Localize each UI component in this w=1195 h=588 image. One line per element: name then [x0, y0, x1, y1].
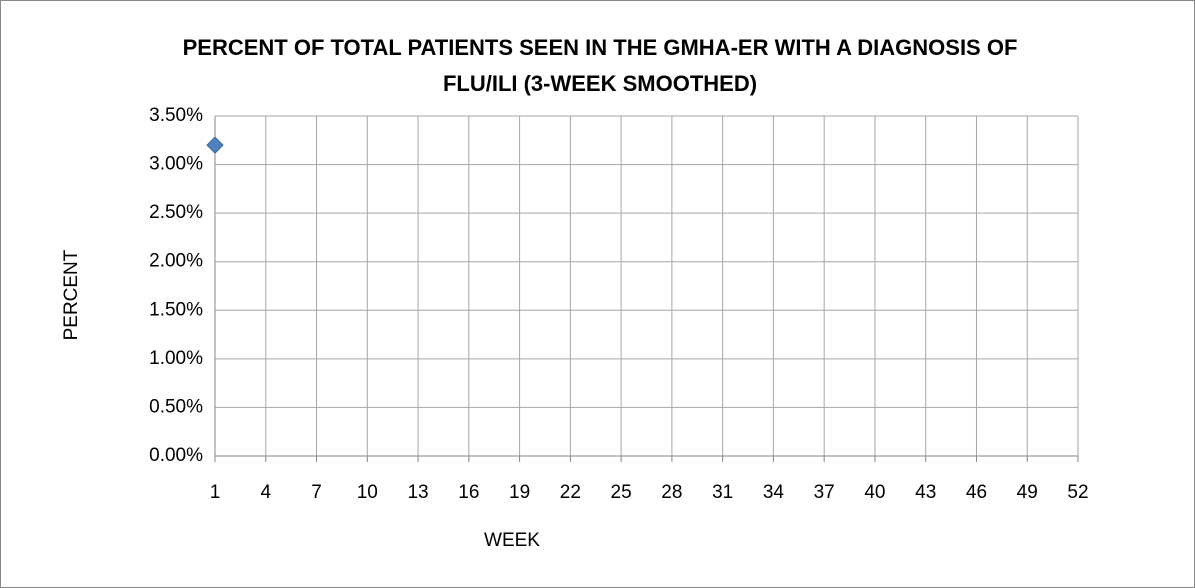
x-tick-label: 10: [357, 482, 378, 503]
x-axis-label: WEEK: [484, 530, 540, 551]
y-tick-label: 0.00%: [149, 445, 203, 466]
x-tick-label: 31: [712, 482, 733, 503]
y-tick-label: 3.50%: [149, 105, 203, 126]
x-tick-label: 22: [560, 482, 581, 503]
x-tick-label: 19: [509, 482, 530, 503]
x-tick-label: 13: [407, 482, 428, 503]
x-tick-label: 43: [915, 482, 936, 503]
x-tick-label: 46: [966, 482, 987, 503]
x-tick-label: 28: [661, 482, 682, 503]
y-tick-label: 1.00%: [149, 348, 203, 369]
y-axis-label: PERCENT: [61, 249, 82, 340]
x-tick-label: 25: [611, 482, 632, 503]
y-tick-label: 1.50%: [149, 299, 203, 320]
x-tick-label: 49: [1017, 482, 1038, 503]
y-tick-label: 0.50%: [149, 396, 203, 417]
x-tick-label: 52: [1067, 482, 1088, 503]
x-tick-label: 37: [814, 482, 835, 503]
x-tick-label: 7: [311, 482, 322, 503]
y-tick-label: 2.50%: [149, 202, 203, 223]
x-tick-label: 1: [210, 482, 221, 503]
x-tick-label: 34: [763, 482, 785, 503]
x-tick-label: 4: [260, 482, 271, 503]
chart-title: PERCENT OF TOTAL PATIENTS SEEN IN THE GM…: [182, 35, 1018, 96]
y-tick-label: 2.00%: [149, 251, 203, 272]
x-tick-label: 16: [458, 482, 479, 503]
x-tick-label: 40: [864, 482, 885, 503]
y-tick-label: 3.00%: [149, 154, 203, 175]
data-point: [206, 136, 224, 154]
